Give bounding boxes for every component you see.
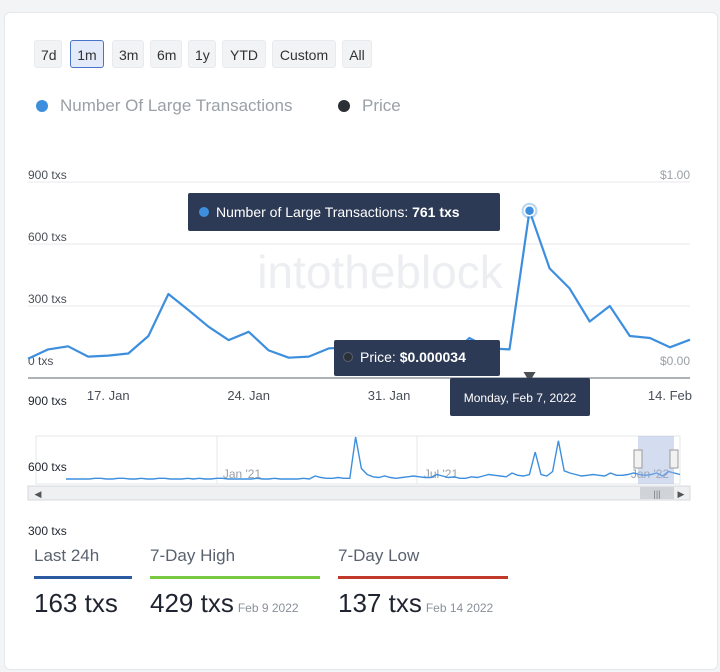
- stat-value-7day-high: 429 txs Feb 9 2022: [150, 588, 299, 619]
- navigator-x-label: Jan '21: [223, 467, 262, 481]
- legend-label: Price: [362, 96, 401, 115]
- stat-value-7day-low: 137 txs Feb 14 2022: [338, 588, 493, 619]
- stat-underline: [338, 576, 508, 579]
- x-tick-label: 24. Jan: [227, 388, 270, 403]
- tooltip-series-box: [188, 193, 500, 231]
- x-tick-label: 17. Jan: [87, 388, 130, 403]
- stat-underline: [150, 576, 320, 579]
- scroll-right-icon[interactable]: ▶: [678, 489, 685, 499]
- tooltip-price-box: [334, 340, 500, 376]
- y-tick-label-left: 600 txs: [28, 230, 67, 244]
- stat-label-7day-high: 7-Day High: [150, 546, 236, 565]
- tooltip-dot-icon: [199, 207, 209, 217]
- stat-label-last-24h: Last 24h: [34, 546, 100, 565]
- tooltip-price-text: Price: $0.000034: [360, 349, 466, 365]
- navigator-plot-area: [35, 435, 681, 485]
- stat-value-text: 163 txs: [34, 588, 118, 618]
- scrollbar-grip-icon: |||: [653, 489, 660, 499]
- navigator-scrollbar-track[interactable]: [27, 485, 691, 501]
- stat-value-last-24h: 163 txs: [34, 588, 118, 619]
- navigator-y-label: 300 txs: [28, 524, 67, 538]
- watermark: intotheblock: [257, 246, 503, 298]
- navigator-series-line: [66, 436, 681, 480]
- stat-date: Feb 9 2022: [237, 601, 299, 615]
- range-button-all[interactable]: All: [342, 40, 372, 68]
- navigator-scrollbar-thumb[interactable]: [640, 487, 674, 499]
- legend-item-price[interactable]: Price: [338, 96, 401, 116]
- stat-value-text: 429 txs: [150, 588, 234, 618]
- navigator-x-label: Jul '21: [424, 467, 459, 481]
- legend-dot-icon: [36, 100, 48, 112]
- x-tick-label: 14. Feb: [648, 388, 692, 403]
- stat-underline: [34, 576, 132, 579]
- y-tick-label-right: $0.00: [660, 354, 690, 368]
- legend-dot-icon: [338, 100, 350, 112]
- navigator-y-label: 600 txs: [28, 460, 67, 474]
- tooltip-date-text: Monday, Feb 7, 2022: [464, 391, 577, 405]
- y-tick-label-left: 300 txs: [28, 292, 67, 306]
- stat-value-text: 137 txs: [338, 588, 422, 618]
- main-chart[interactable]: intotheblock 0 txs 300 txs 600 txs 900 txs $…: [0, 0, 720, 430]
- x-tick-label: 31. Jan: [368, 388, 411, 403]
- range-button-ytd[interactable]: YTD: [222, 40, 266, 68]
- scroll-left-icon[interactable]: ◀: [35, 489, 42, 499]
- range-button-custom[interactable]: Custom: [272, 40, 336, 68]
- range-button-6m[interactable]: 6m: [150, 40, 182, 68]
- range-button-1m[interactable]: 1m: [70, 40, 104, 68]
- navigator-y-label: 900 txs: [28, 394, 67, 408]
- tooltip-date-box: [450, 378, 590, 416]
- y-tick-label-right: $1.00: [660, 168, 690, 182]
- legend-item-large-transactions[interactable]: Number Of Large Transactions: [36, 96, 292, 116]
- range-button-7d[interactable]: 7d: [34, 40, 62, 68]
- price-marker-icon: [523, 371, 536, 382]
- stat-label-7day-low: 7-Day Low: [338, 546, 420, 565]
- range-button-1y[interactable]: 1y: [188, 40, 216, 68]
- tooltip-dot-icon: [343, 352, 353, 362]
- y-tick-label-left: 900 txs: [28, 168, 67, 182]
- y-tick-label-left: 0 txs: [28, 354, 53, 368]
- navigator-handle-left[interactable]: [633, 449, 643, 469]
- tooltip-series-text: Number of Large Transactions: 761 txs: [216, 204, 460, 220]
- range-button-3m[interactable]: 3m: [112, 40, 144, 68]
- stat-date: Feb 14 2022: [425, 601, 494, 615]
- navigator-handle-right[interactable]: [669, 449, 679, 469]
- hover-point: [523, 204, 536, 217]
- navigator-selection: [638, 436, 674, 484]
- legend-label: Number Of Large Transactions: [60, 96, 293, 115]
